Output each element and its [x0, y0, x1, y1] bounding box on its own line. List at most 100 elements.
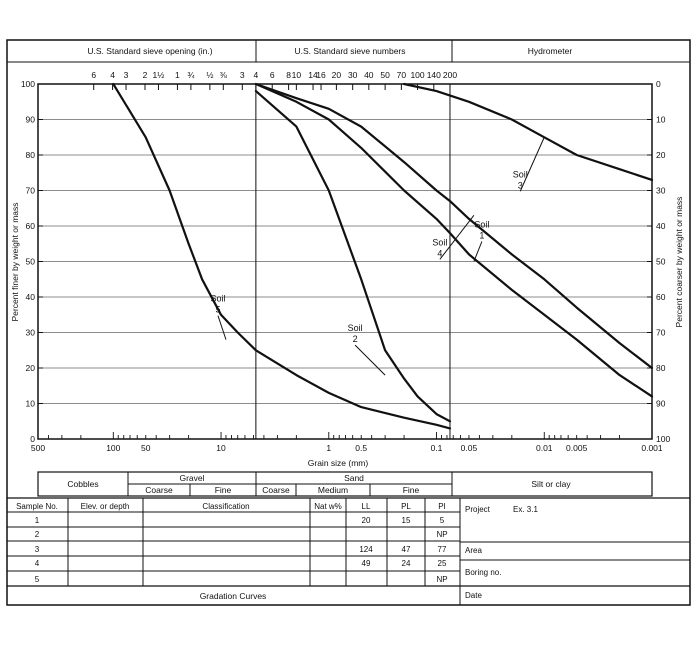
y-tick-label-right: 0 — [656, 79, 661, 89]
x-tick-label: 500 — [31, 443, 45, 453]
y-tick-label-right: 20 — [656, 150, 666, 160]
annotation-label: 3 — [518, 180, 523, 190]
x-tick-label: 0.01 — [536, 443, 553, 453]
cell-pl: 24 — [402, 559, 411, 568]
annotation-leader — [473, 241, 483, 262]
y-tick-label-left: 90 — [26, 115, 36, 125]
y-tick-label-left: 0 — [30, 434, 35, 444]
y-tick-label-left: 40 — [26, 292, 36, 302]
table-footer-title: Gradation Curves — [200, 591, 267, 601]
sieve-tick-label: 6 — [270, 70, 275, 80]
x-tick-label: 0.005 — [566, 443, 588, 453]
sieve-tick-label: 140 — [427, 70, 441, 80]
y-tick-label-right: 80 — [656, 363, 666, 373]
y-tick-label-left: 60 — [26, 221, 36, 231]
y-tick-label-left: 30 — [26, 328, 36, 338]
cell-pl: 47 — [402, 545, 411, 554]
sieve-tick-label: 10 — [292, 70, 302, 80]
y-tick-label-right: 30 — [656, 186, 666, 196]
sieve-tick-label: 30 — [348, 70, 358, 80]
gravel-label: Gravel — [179, 473, 204, 483]
sieve-tick-label: 1½ — [153, 70, 165, 80]
hydrometer-header: Hydrometer — [528, 46, 573, 56]
sieve-opening-header: U.S. Standard sieve opening (in.) — [87, 46, 212, 56]
annotation-label: Soil — [513, 169, 528, 179]
sieve-tick-label: 20 — [332, 70, 342, 80]
area-label: Area — [465, 546, 482, 555]
y-tick-label-right: 100 — [656, 434, 670, 444]
sieve-tick-label: 50 — [380, 70, 390, 80]
y-tick-label-right: 60 — [656, 292, 666, 302]
cell-pi: 5 — [440, 516, 445, 525]
series-line-soil-3 — [403, 82, 654, 181]
series-line-soil-4 — [254, 82, 654, 370]
x-tick-label: 1 — [326, 443, 331, 453]
left-axis-ticks: 0 10 20 30 40 50 60 70 80 90 100 — [21, 79, 43, 444]
project-label: Project — [465, 505, 491, 514]
th-sample: Sample No. — [16, 502, 58, 511]
annotation-leader — [519, 137, 545, 192]
x-tick-label: 0.1 — [431, 443, 443, 453]
series-line-soil-1 — [254, 82, 654, 398]
sieve-tick-label: 1 — [175, 70, 180, 80]
sieve-tick-label: 40 — [364, 70, 374, 80]
y-tick-label-right: 10 — [656, 115, 666, 125]
cell-ll: 49 — [362, 559, 371, 568]
cell-sample: 4 — [35, 559, 40, 568]
x-axis-label: Grain size (mm) — [308, 458, 369, 468]
sieve-tick-label: 16 — [316, 70, 326, 80]
y-tick-label-left: 70 — [26, 186, 36, 196]
annotation-label: 4 — [437, 248, 442, 258]
sieve-tick-label: 8 — [286, 70, 291, 80]
cell-pi: NP — [436, 530, 447, 539]
x-tick-label: 0.05 — [461, 443, 478, 453]
annotation-label: 5 — [215, 305, 220, 315]
cell-sample: 2 — [35, 530, 40, 539]
cell-ll: 20 — [362, 516, 371, 525]
annotation-leader — [439, 215, 475, 260]
cell-sample: 3 — [35, 545, 40, 554]
y-tick-label-right: 90 — [656, 399, 666, 409]
y-axis-label-left: Percent finer by weight or mass — [10, 202, 20, 321]
annotation-label: Soil — [348, 323, 363, 333]
sieve-tick-label: 4 — [254, 70, 259, 80]
cell-sample: 5 — [35, 575, 40, 584]
sieve-tick-label: 100 — [410, 70, 424, 80]
annotation-label: Soil — [474, 220, 489, 230]
bottom-axis-ticks: 500 100 50 10 1 0.5 0.1 0.05 0.01 0.005 0.001 — [31, 432, 663, 453]
sand-medium-label: Medium — [318, 485, 348, 495]
annotation-label: Soil — [210, 294, 225, 304]
annotation-leader — [217, 315, 227, 340]
annotation-label: 1 — [479, 231, 484, 241]
cell-pl: 15 — [402, 516, 411, 525]
th-pi: PI — [438, 502, 446, 511]
gravel-coarse-label: Coarse — [145, 485, 173, 495]
sieve-numbers-header: U.S. Standard sieve numbers — [294, 46, 405, 56]
series-line-soil-5 — [112, 82, 452, 430]
sieve-tick-label: 70 — [397, 70, 407, 80]
cell-sample: 1 — [35, 516, 40, 525]
th-natw: Nat w% — [314, 502, 342, 511]
sieve-tick-label: 200 — [443, 70, 457, 80]
y-tick-label-left: 80 — [26, 150, 36, 160]
gravel-fine-label: Fine — [215, 485, 232, 495]
annotation-leader — [354, 344, 386, 376]
reference-lines — [255, 84, 451, 439]
y-tick-label-right: 50 — [656, 257, 666, 267]
y-tick-label-right: 70 — [656, 328, 666, 338]
th-ll: LL — [362, 502, 371, 511]
sieve-tick-label: 2 — [143, 70, 148, 80]
y-tick-label-left: 20 — [26, 363, 36, 373]
classification-bar-frame — [37, 471, 653, 497]
y-tick-label-left: 50 — [26, 257, 36, 267]
x-tick-label: 0.001 — [641, 443, 663, 453]
sieve-tick-label: 6 — [91, 70, 96, 80]
silt-clay-label: Silt or clay — [531, 479, 571, 489]
cell-pi: NP — [436, 575, 447, 584]
cell-pi: 77 — [438, 545, 447, 554]
th-elev: Elev. or depth — [81, 502, 130, 511]
sieve-tick-label: 14 — [308, 70, 318, 80]
